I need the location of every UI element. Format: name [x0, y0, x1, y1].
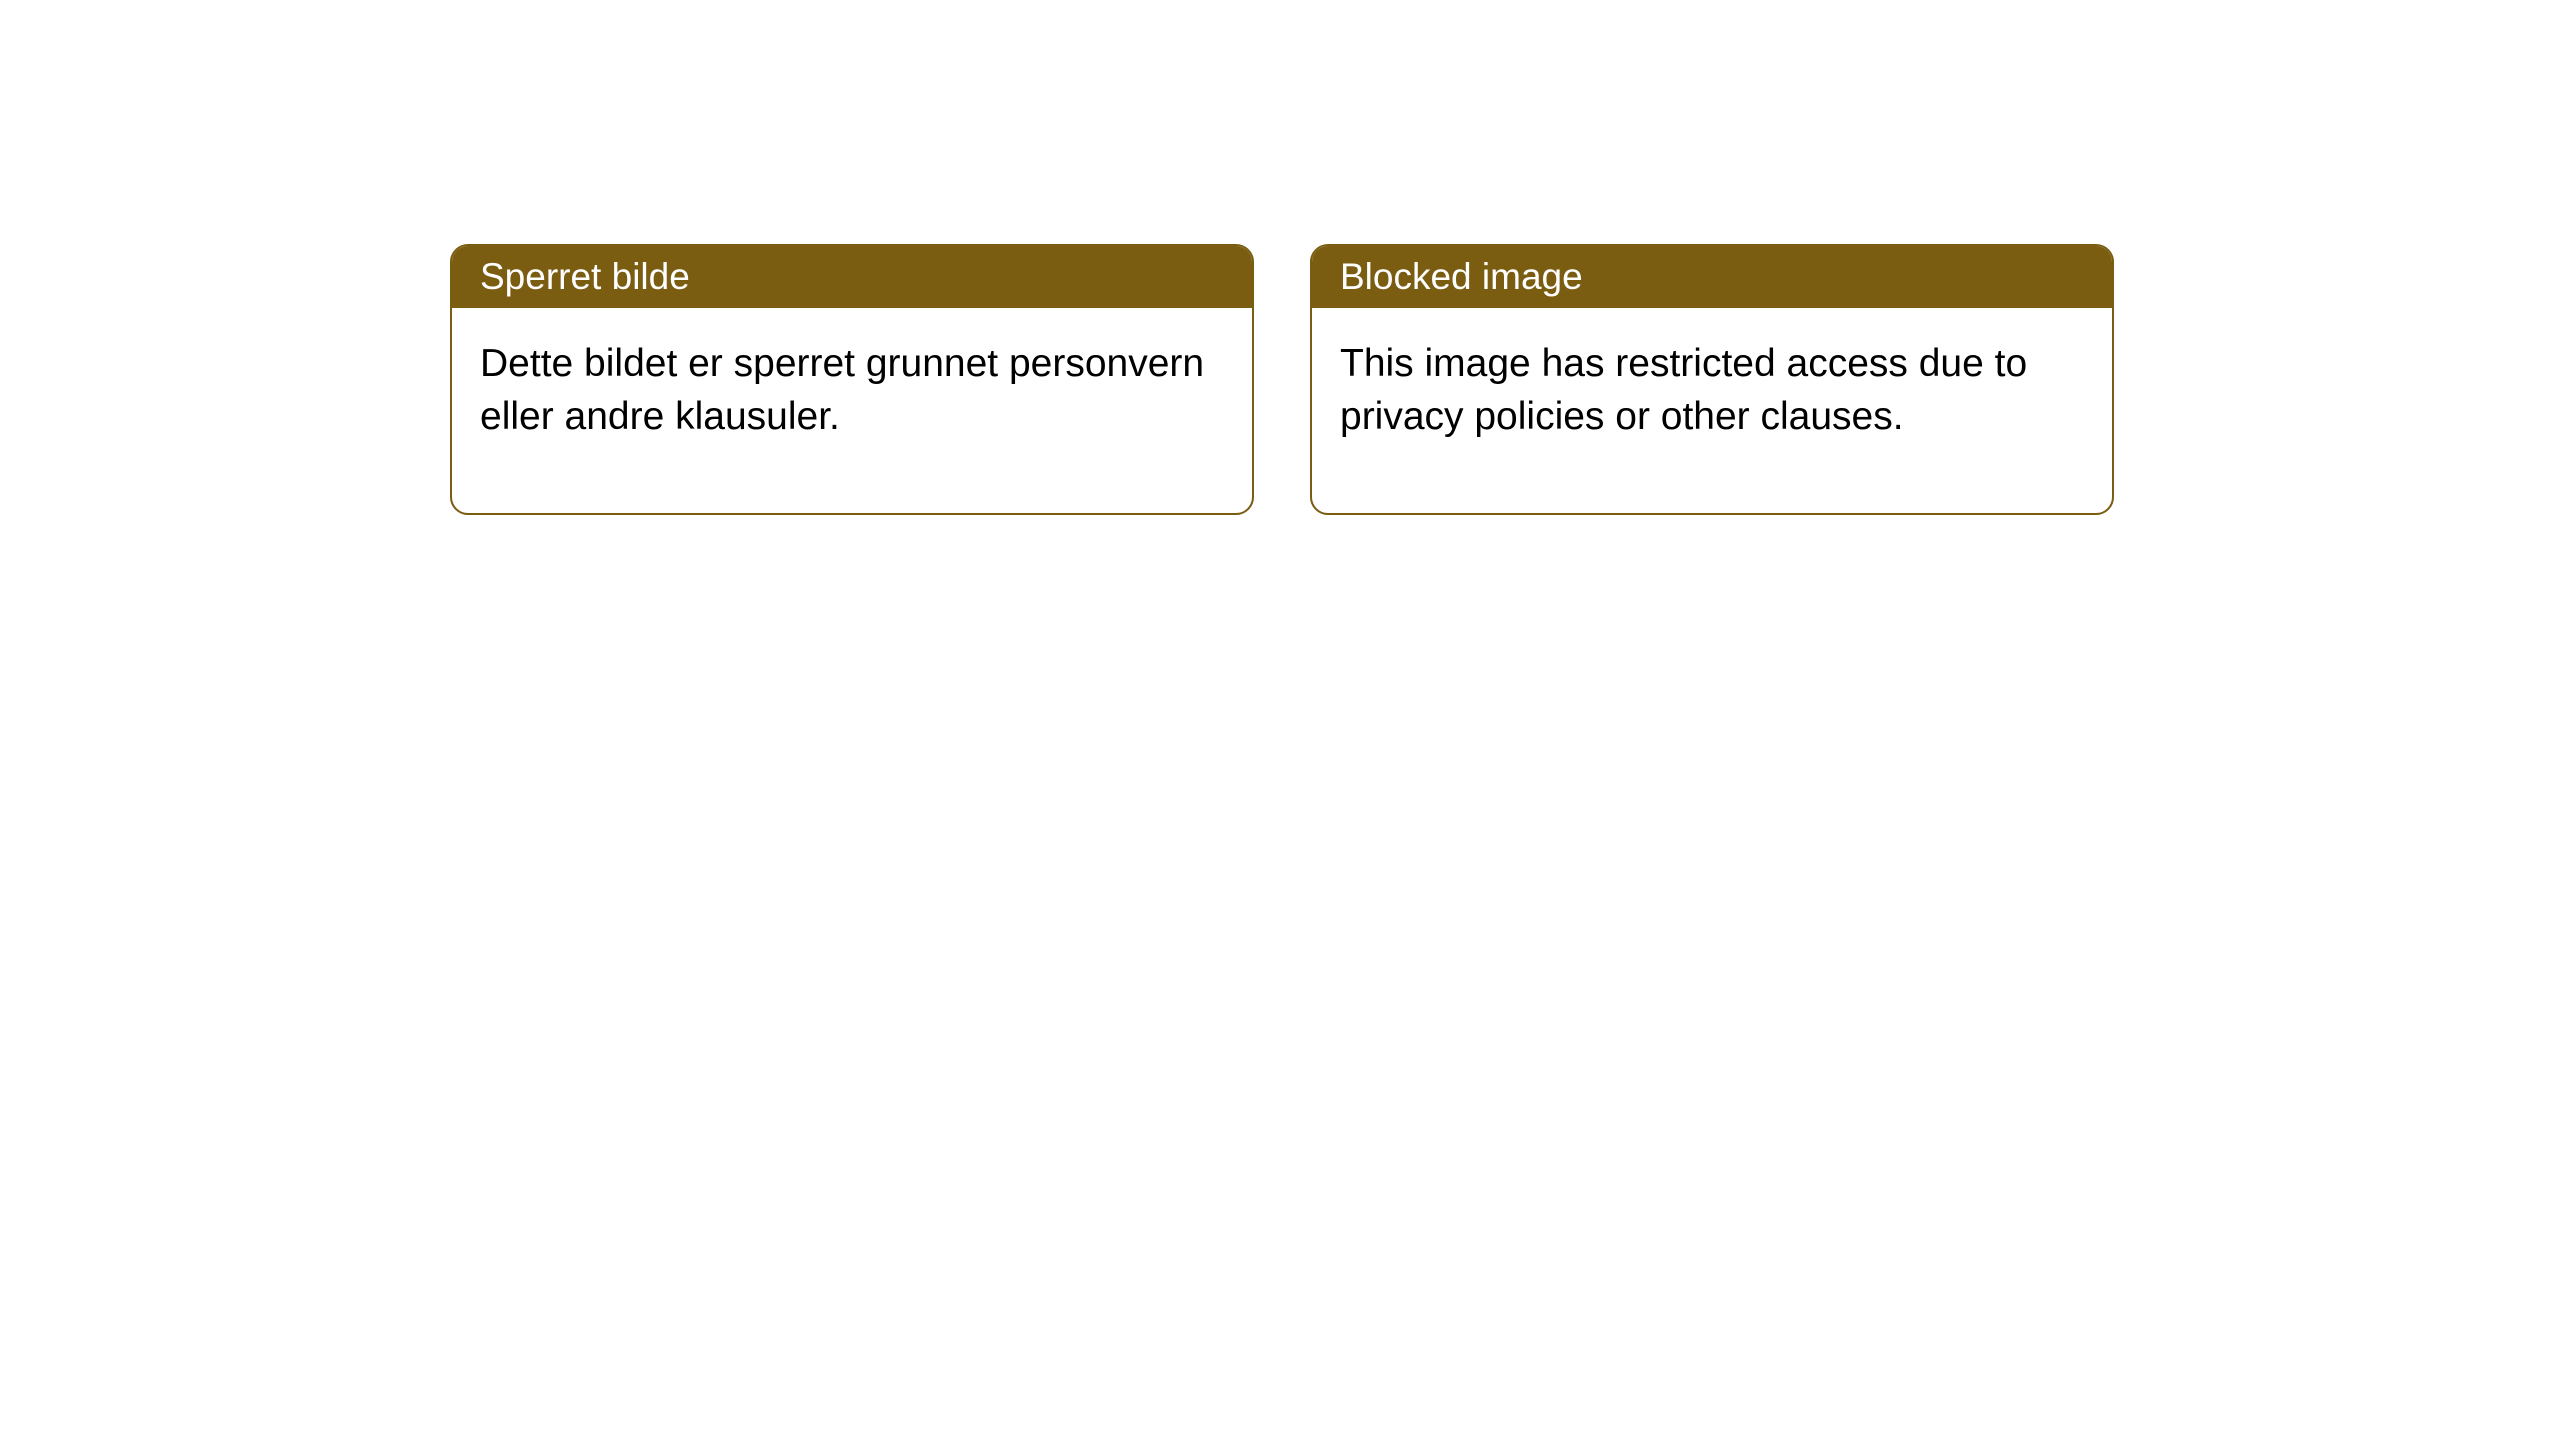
notice-title-norwegian: Sperret bilde	[480, 256, 690, 297]
notice-title-english: Blocked image	[1340, 256, 1583, 297]
notice-message-norwegian: Dette bildet er sperret grunnet personve…	[480, 342, 1204, 438]
notice-card-english: Blocked image This image has restricted …	[1310, 244, 2114, 515]
notice-body-english: This image has restricted access due to …	[1312, 308, 2112, 513]
notice-card-norwegian: Sperret bilde Dette bildet er sperret gr…	[450, 244, 1254, 515]
notice-body-norwegian: Dette bildet er sperret grunnet personve…	[452, 308, 1252, 513]
notice-header-norwegian: Sperret bilde	[452, 246, 1252, 308]
notice-message-english: This image has restricted access due to …	[1340, 342, 2027, 438]
notice-header-english: Blocked image	[1312, 246, 2112, 308]
notice-container: Sperret bilde Dette bildet er sperret gr…	[450, 244, 2114, 515]
